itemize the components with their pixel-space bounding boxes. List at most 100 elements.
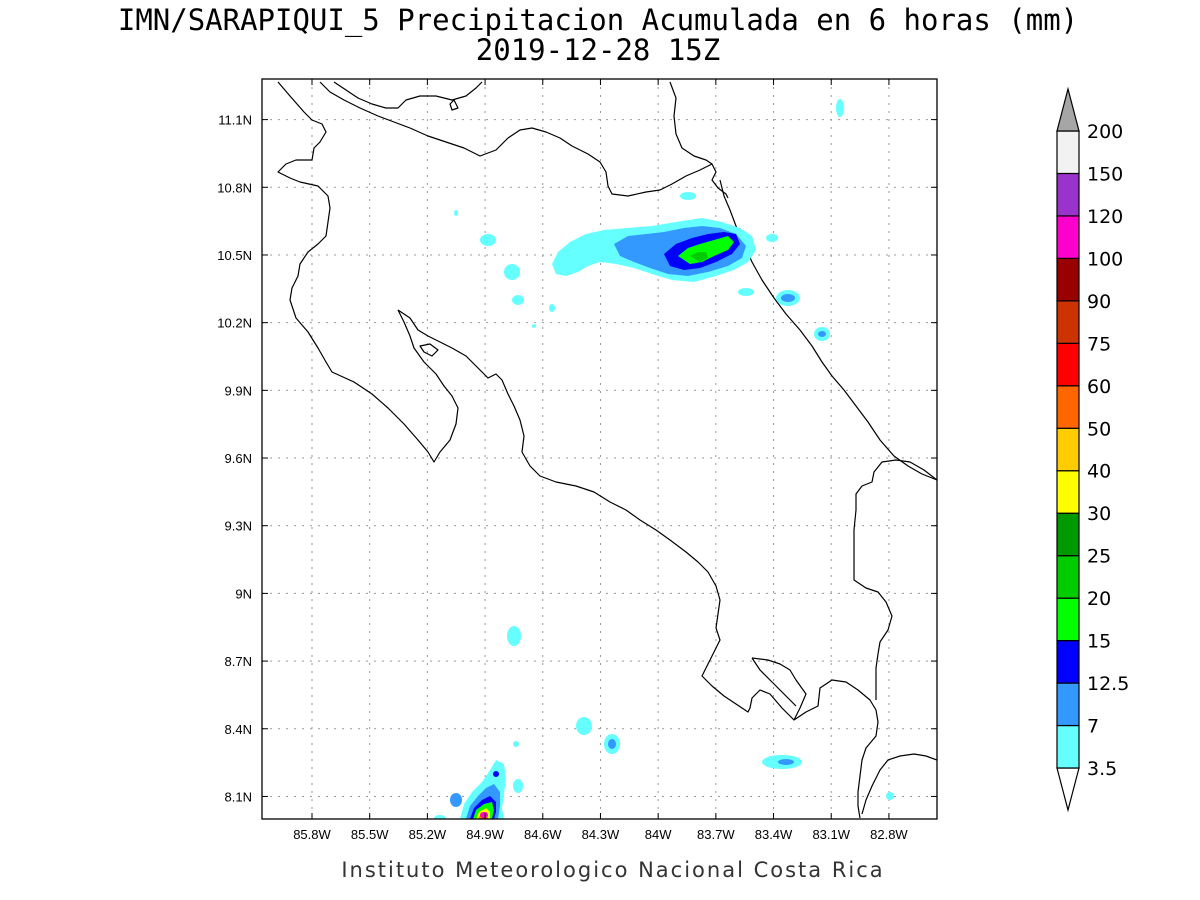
precip-cell	[512, 295, 524, 305]
lat-tick-label: 9.9N	[225, 383, 252, 398]
colorbar-label: 30	[1087, 503, 1111, 525]
colorbar-swatch	[1056, 555, 1080, 599]
map-title-line1: IMN/SARAPIQUI_5 Precipitacion Acumulada …	[118, 3, 1078, 38]
colorbar-swatch	[1056, 300, 1080, 344]
colorbar-label: 100	[1087, 248, 1123, 270]
precip-cell	[504, 264, 520, 280]
precip-cell	[434, 815, 446, 819]
footer-credit: Instituto Meteorologico Nacional Costa R…	[341, 858, 884, 882]
precip-cell	[454, 210, 458, 216]
colorbar-label: 12.5	[1087, 673, 1129, 695]
colorbar-label: 50	[1087, 418, 1111, 440]
lon-tick-label: 84W	[645, 827, 672, 842]
lat-tick-label: 9.6N	[225, 451, 252, 466]
precip-cell	[738, 288, 754, 296]
lat-tick-label: 8.7N	[225, 654, 252, 669]
colorbar-swatch	[1056, 385, 1080, 429]
precip-green-core-north	[690, 252, 708, 262]
colorbar-swatch	[1056, 257, 1080, 302]
colorbar-swatch	[1056, 130, 1080, 175]
colorbar-label: 75	[1087, 333, 1111, 355]
precip-cell	[781, 294, 795, 302]
lat-tick-label: 9.3N	[225, 519, 252, 534]
precip-cell	[450, 793, 462, 807]
map-area: 85.8W 85.5W 85.2W 84.9W 84.6W 84.3W 84W 83.7W 83…	[217, 78, 938, 842]
lon-tick-label: 82.8W	[870, 827, 908, 842]
precip-cell	[680, 192, 696, 200]
colorbar-swatch	[1056, 172, 1080, 217]
colorbar-label: 60	[1087, 376, 1111, 398]
lon-tick-label: 83.4W	[755, 827, 793, 842]
precip-cell	[818, 331, 826, 337]
osa-peninsula	[751, 657, 797, 707]
lat-tick-label: 10.5N	[217, 248, 252, 263]
colorbar-label: 3.5	[1087, 758, 1117, 780]
lat-tick-label: 10.8N	[217, 180, 252, 195]
colorbar-swatch	[1056, 215, 1080, 260]
panama-border	[861, 753, 937, 815]
nicaragua-pacific-coast	[277, 81, 459, 463]
precip-cell	[576, 717, 592, 735]
precip-cell	[886, 792, 894, 800]
colorbar-swatch	[1056, 512, 1080, 557]
lon-tick-label: 85.2W	[409, 827, 447, 842]
lat-tick-label: 10.2N	[217, 316, 252, 331]
lat-tick-label: 8.4N	[225, 722, 252, 737]
colorbar-label: 25	[1087, 546, 1111, 568]
precip-cell	[480, 234, 496, 246]
precip-cell	[608, 739, 616, 749]
colorbar-over-arrow	[1056, 86, 1080, 132]
colorbar-label: 15	[1087, 631, 1111, 653]
colorbar-swatch	[1056, 342, 1080, 387]
colorbar-swatch	[1056, 639, 1080, 684]
precip-cell	[836, 99, 844, 117]
colorbar: 3.5 7 12.5 15 20 25 30 40 50 60 75 90 100 120 150 200	[1056, 86, 1129, 813]
colorbar-label: 120	[1087, 206, 1123, 228]
lon-tick-label: 85.8W	[293, 827, 331, 842]
precip-cell	[778, 759, 794, 765]
nicaragua-east-shore	[669, 81, 713, 165]
nicoya-island	[419, 343, 439, 357]
lat-tick-label: 8.1N	[225, 789, 252, 804]
colorbar-swatch	[1056, 724, 1080, 769]
precip-south-core	[480, 812, 488, 818]
colorbar-label: 7	[1087, 716, 1099, 738]
precip-cell	[513, 741, 519, 747]
lat-tick-label: 11.1N	[218, 113, 252, 128]
colorbar-swatch	[1056, 682, 1080, 727]
golfo-dulce-coast	[793, 679, 879, 819]
lon-tick-label: 84.6W	[524, 827, 562, 842]
precip-cell	[549, 304, 555, 312]
precip-cell	[507, 626, 521, 646]
gridlines	[262, 79, 937, 819]
colorbar-label: 200	[1087, 121, 1123, 143]
colorbar-label: 20	[1087, 588, 1111, 610]
lon-tick-label: 83.1W	[812, 827, 850, 842]
nicaragua-costa-rica-border	[319, 81, 729, 199]
colorbar-label: 40	[1087, 461, 1111, 483]
lon-tick-label: 85.5W	[351, 827, 389, 842]
precipitation-shading	[434, 99, 894, 819]
colorbar-swatch	[1056, 597, 1080, 642]
precip-cell	[766, 234, 778, 242]
nicoya-gulf	[397, 309, 807, 721]
map-background	[262, 79, 937, 819]
colorbar-label: 90	[1087, 291, 1111, 313]
lake-nicaragua-shore	[333, 81, 483, 109]
precip-cell	[493, 771, 499, 777]
precip-cell	[532, 324, 536, 328]
lon-tick-label: 83.7W	[697, 827, 735, 842]
colorbar-swatch	[1056, 470, 1080, 514]
costa-rica-panama-border	[853, 459, 937, 700]
lon-tick-label: 84.9W	[466, 827, 504, 842]
colorbar-swatch	[1056, 427, 1080, 472]
small-island	[449, 99, 459, 111]
lon-tick-label: 84.3W	[582, 827, 620, 842]
map-title-line2: 2019-12-28 15Z	[476, 33, 720, 67]
colorbar-under-arrow	[1056, 767, 1080, 813]
longitude-axis: 85.8W 85.5W 85.2W 84.9W 84.6W 84.3W 84W 83.7W 83…	[293, 79, 908, 842]
map-frame	[261, 78, 938, 820]
precip-cell	[513, 779, 523, 793]
colorbar-label: 150	[1087, 163, 1123, 185]
latitude-axis: 11.1N 10.8N 10.5N 10.2N 9.9N 9.6N 9.3N 9N 8.7N 8.…	[217, 113, 937, 804]
